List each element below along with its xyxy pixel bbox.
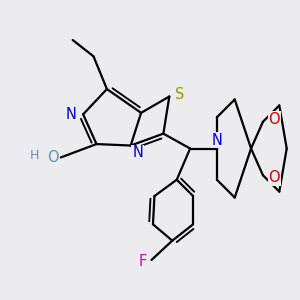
Text: N: N [212,133,222,148]
Text: N: N [66,107,76,122]
Text: H: H [30,149,39,162]
Text: F: F [139,254,147,269]
Text: O: O [268,112,280,127]
Text: O: O [268,170,280,185]
Text: S: S [175,87,184,102]
Text: O: O [47,150,58,165]
Text: N: N [132,146,143,160]
